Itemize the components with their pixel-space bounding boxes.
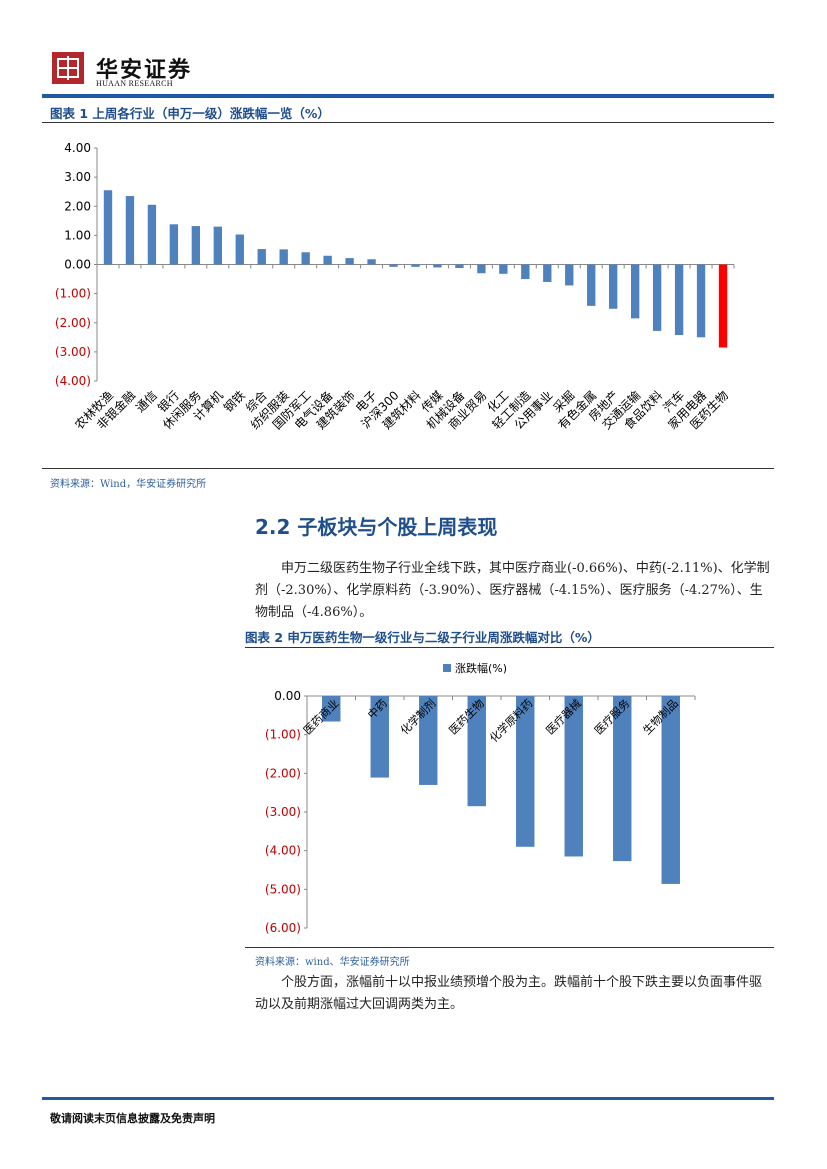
bar xyxy=(630,264,640,319)
bar xyxy=(613,696,632,862)
bar xyxy=(652,264,662,331)
bar xyxy=(411,264,420,267)
y-tick-label: (5.00) xyxy=(265,882,301,896)
figure1-bottom-rule xyxy=(42,468,774,469)
bar xyxy=(257,249,266,265)
y-tick-label: 1.00 xyxy=(64,228,91,242)
bar xyxy=(367,259,376,265)
bar xyxy=(301,252,310,265)
x-tick-label: 钢铁 xyxy=(221,388,248,415)
bar xyxy=(345,258,354,265)
logo-glyph-icon xyxy=(57,56,79,80)
figure1-chart: 4.00 3.00 2.00 1.00 0.00 (1.00) (2.00) (3.00) (4… xyxy=(55,141,735,432)
section-paragraph-1: 申万二级医药生物子行业全线下跌，其中医疗商业(-0.66%)、中药(-2.11%… xyxy=(255,561,770,620)
bar xyxy=(279,249,288,265)
y-tick-label: 0.00 xyxy=(64,258,91,272)
bar xyxy=(565,264,574,286)
bar xyxy=(235,234,244,265)
bar xyxy=(477,264,486,274)
bar xyxy=(370,696,389,778)
bar xyxy=(718,264,728,348)
y-tick-label: (4.00) xyxy=(265,844,301,858)
bar xyxy=(521,264,530,280)
figure2-source: 资料来源：wind、华安证券研究所 xyxy=(255,957,410,968)
bar xyxy=(169,224,179,265)
y-tick-label: (2.00) xyxy=(55,316,91,330)
bar xyxy=(125,196,135,265)
section-paragraph-2: 个股方面，涨幅前十以中报业绩预增个股为主。跌幅前十个股下跌主要以负面事件驱动以及… xyxy=(255,975,763,1012)
brand-name-en: HUAAN RESEARCH xyxy=(96,79,173,88)
bar xyxy=(674,264,684,335)
legend-swatch xyxy=(443,664,451,672)
y-tick-label: (3.00) xyxy=(55,345,91,359)
y-tick-label: (1.00) xyxy=(265,728,301,742)
disclaimer-note: 敬请阅读末页信息披露及免责声明 xyxy=(50,1112,215,1125)
footer-rule xyxy=(42,1097,774,1100)
figure1-source: 资料来源：Wind，华安证券研究所 xyxy=(50,479,207,490)
y-tick-label: (1.00) xyxy=(55,287,91,301)
bar xyxy=(323,255,332,265)
figure1-title: 图表 1 上周各行业（申万一级）涨跌幅一览（%） xyxy=(50,106,330,121)
bar xyxy=(543,264,552,282)
brand-name: 华安证券 xyxy=(96,57,193,83)
figure2-title: 图表 2 申万医药生物一级行业与二级子行业周涨跌幅对比（%） xyxy=(245,630,600,645)
bar xyxy=(587,264,596,306)
bar xyxy=(419,696,438,785)
y-tick-label: (3.00) xyxy=(265,805,301,819)
bar xyxy=(322,696,341,722)
y-tick-label: 0.00 xyxy=(274,689,301,703)
figure2-chart: 涨跌幅(%) 0.00 (1.00) (2.00) (3.00) (4.00) (5.00)… xyxy=(265,661,696,935)
header-rule xyxy=(42,94,774,98)
y-tick-label: (6.00) xyxy=(265,921,301,935)
bar xyxy=(661,696,680,884)
figure2-top-rule xyxy=(245,647,774,648)
bar xyxy=(213,226,222,265)
y-tick-label: 3.00 xyxy=(64,170,91,184)
figure2-bottom-rule xyxy=(245,947,774,948)
bar xyxy=(609,264,618,309)
bar xyxy=(389,264,398,267)
figure1-top-rule xyxy=(42,122,774,123)
logo-mark xyxy=(52,52,84,84)
bar xyxy=(103,190,113,265)
y-tick-label: (4.00) xyxy=(55,374,91,388)
bar xyxy=(499,264,508,274)
y-tick-label: (2.00) xyxy=(265,766,301,780)
bar xyxy=(191,226,201,265)
bar xyxy=(696,264,706,338)
bar xyxy=(467,696,486,807)
bar xyxy=(455,264,464,268)
bar xyxy=(433,264,442,268)
x-tick-label: 通信 xyxy=(133,388,160,415)
section-title: 2.2 子板块与个股上周表现 xyxy=(255,515,498,539)
legend-label: 涨跌幅(%) xyxy=(455,661,507,675)
bar xyxy=(516,696,535,847)
bar xyxy=(147,204,157,265)
y-tick-label: 4.00 xyxy=(64,141,91,155)
y-tick-label: 2.00 xyxy=(64,199,91,213)
bar xyxy=(564,696,583,857)
